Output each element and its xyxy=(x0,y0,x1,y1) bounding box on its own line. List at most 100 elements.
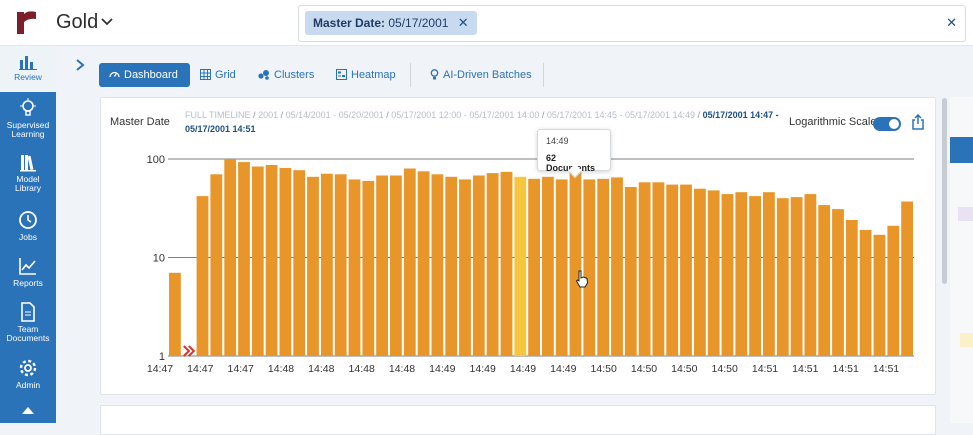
chart-bar[interactable] xyxy=(210,174,223,356)
tab-dashboard[interactable]: Dashboard xyxy=(99,63,190,87)
x-tick-label: 14:48 xyxy=(349,363,375,375)
chart-bar[interactable] xyxy=(873,234,886,356)
filter-chip-value: 05/17/2001 xyxy=(388,16,449,30)
chart-bar[interactable] xyxy=(293,170,306,356)
chart-bar[interactable] xyxy=(238,162,250,356)
filter-chip[interactable]: Master Date: 05/17/2001 ✕ xyxy=(305,11,477,35)
chart-bar[interactable] xyxy=(583,179,596,356)
chart-bar[interactable] xyxy=(611,177,623,356)
tab-heatmap[interactable]: Heatmap xyxy=(336,63,396,87)
clear-filters-icon[interactable]: ✕ xyxy=(946,15,957,30)
chevron-right-icon[interactable] xyxy=(74,58,86,72)
sidebar-item-model-library[interactable]: Model Library xyxy=(0,154,56,193)
close-icon[interactable]: ✕ xyxy=(457,15,469,30)
chart-bar[interactable] xyxy=(431,174,444,356)
chart-bar[interactable] xyxy=(735,192,748,356)
secondary-card xyxy=(100,405,936,435)
x-tick-label: 14:50 xyxy=(631,363,657,375)
chart-bar[interactable] xyxy=(666,184,679,356)
chart-bar[interactable] xyxy=(417,171,430,356)
chart-bar[interactable] xyxy=(362,180,375,356)
sidebar-item-supervised-learning[interactable]: Supervised Learning xyxy=(0,98,56,139)
chart-bar[interactable] xyxy=(542,176,554,356)
timeline-bar-chart: 1 10 100 14:47 14:47 14:47 14:48 14:48 14:48 14:4… xyxy=(147,154,914,375)
chart-bar[interactable] xyxy=(376,175,388,357)
chart-bar[interactable] xyxy=(694,188,706,356)
chart-bar[interactable] xyxy=(196,196,209,356)
sidebar-item-label: Team Documents xyxy=(6,324,50,343)
chart-bar[interactable] xyxy=(901,201,913,357)
chart-bar[interactable] xyxy=(624,187,637,356)
chart-bar[interactable] xyxy=(859,230,872,356)
chart-bar[interactable] xyxy=(569,168,582,357)
tab-ai-driven-batches[interactable]: AI-Driven Batches xyxy=(430,63,532,87)
chart-bar[interactable] xyxy=(638,182,651,356)
export-icon[interactable] xyxy=(911,114,925,130)
tooltip-time: 14:49 xyxy=(546,136,569,146)
x-tick-label: 14:50 xyxy=(591,363,617,375)
breadcrumb-item[interactable]: FULL TIMELINE xyxy=(185,110,251,120)
chart-bar[interactable] xyxy=(749,196,761,356)
chart-bar[interactable] xyxy=(763,192,775,356)
chart-bar[interactable] xyxy=(776,198,789,356)
chart-bar[interactable] xyxy=(652,182,665,356)
chart-bar[interactable] xyxy=(472,175,485,357)
x-tick-label: 14:51 xyxy=(833,363,859,375)
breadcrumb: FULL TIMELINE / 2001 / 05/14/2001 - 05/2… xyxy=(185,110,779,134)
chart-bar[interactable] xyxy=(597,178,610,356)
chart-bar[interactable] xyxy=(500,171,513,356)
chart-bar[interactable] xyxy=(887,225,900,356)
chart-bar[interactable] xyxy=(680,184,692,356)
sidebar-item-team-documents[interactable]: Team Documents xyxy=(0,302,56,343)
lightbulb-icon xyxy=(20,98,36,116)
chart-bar[interactable] xyxy=(224,159,237,356)
tab-label: Heatmap xyxy=(351,69,396,81)
chevron-down-icon[interactable] xyxy=(100,14,114,28)
chart-bar[interactable] xyxy=(528,178,540,356)
tab-clusters[interactable]: Clusters xyxy=(258,63,314,87)
chart-bar[interactable] xyxy=(390,175,402,357)
arrow-up-icon[interactable] xyxy=(21,406,35,416)
scrollbar-thumb[interactable] xyxy=(942,98,947,284)
x-tick-label: 14:47 xyxy=(147,363,173,375)
filter-chip-label: Master Date: xyxy=(313,16,386,30)
sidebar-item-admin[interactable]: Admin xyxy=(0,358,56,390)
document-icon xyxy=(21,302,35,322)
chart-bar[interactable] xyxy=(279,168,292,356)
chart-bar[interactable] xyxy=(348,179,361,356)
breadcrumb-item[interactable]: 05/17/2001 12:00 - 05/17/2001 14:00 xyxy=(391,110,540,120)
sidebar-item-reports[interactable]: Reports xyxy=(0,256,56,288)
chart-bar[interactable] xyxy=(707,190,720,356)
filter-bar[interactable]: Master Date: 05/17/2001 ✕ ✕ xyxy=(298,5,966,42)
breadcrumb-item[interactable]: 05/17/2001 14:45 - 05/17/2001 14:49 xyxy=(546,110,696,120)
x-tick-label: 14:50 xyxy=(712,363,738,375)
chart-bar[interactable] xyxy=(832,209,844,356)
chart-bar[interactable] xyxy=(459,179,471,356)
x-tick-label: 14:48 xyxy=(308,363,334,375)
chart-bar[interactable] xyxy=(845,220,858,356)
chart-bar[interactable] xyxy=(790,197,803,356)
chart-bar[interactable] xyxy=(804,194,817,356)
x-tick-label: 14:49 xyxy=(550,363,576,375)
sidebar-item-jobs[interactable]: Jobs xyxy=(0,210,56,242)
case-name[interactable]: Gold xyxy=(56,11,99,33)
chart-bar[interactable] xyxy=(721,194,734,356)
breadcrumb-item[interactable]: 2001 xyxy=(258,110,279,120)
chart-bar[interactable] xyxy=(251,166,264,357)
chart-bar[interactable] xyxy=(486,173,499,356)
chart-bar[interactable] xyxy=(403,168,416,357)
x-tick-label: 14:47 xyxy=(228,363,254,375)
log-scale-toggle[interactable] xyxy=(873,117,901,131)
chart-bar[interactable] xyxy=(169,272,181,356)
chart-bar[interactable] xyxy=(321,173,333,356)
chart-bar[interactable] xyxy=(555,179,568,356)
chart-bar[interactable] xyxy=(445,176,458,356)
chart-bar[interactable] xyxy=(514,176,527,356)
tab-grid[interactable]: Grid xyxy=(200,63,236,87)
chart-bar[interactable] xyxy=(307,176,319,356)
chart-bar[interactable] xyxy=(265,165,278,356)
sidebar-item-review[interactable]: Review xyxy=(0,46,56,92)
chart-bar[interactable] xyxy=(334,174,347,356)
breadcrumb-item[interactable]: 05/14/2001 - 05/20/2001 xyxy=(285,110,384,120)
chart-bar[interactable] xyxy=(818,205,831,356)
